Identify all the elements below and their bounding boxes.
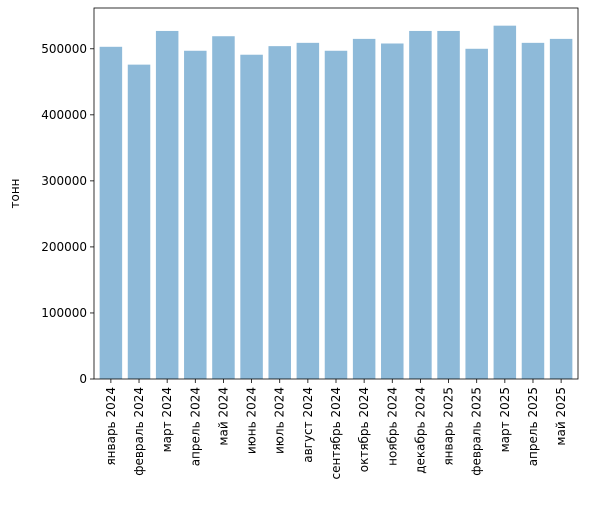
bar [155, 30, 179, 379]
bar [127, 64, 151, 379]
bar [381, 43, 404, 379]
bar [437, 30, 460, 379]
bar [409, 30, 432, 379]
x-tick-label: апрель 2025 [526, 387, 540, 466]
x-tick-label: июль 2024 [273, 387, 287, 454]
x-tick-label: декабрь 2024 [413, 387, 427, 474]
bar [493, 25, 517, 379]
y-tick-label: 300000 [41, 174, 87, 188]
x-tick-label: ноябрь 2024 [385, 387, 399, 466]
x-tick-label: октябрь 2024 [357, 387, 371, 472]
bar [549, 38, 573, 379]
bars-layer [99, 25, 573, 380]
bar [465, 48, 488, 379]
bar [324, 50, 348, 379]
x-tick-label: май 2025 [554, 387, 568, 446]
y-tick-label: 0 [79, 372, 87, 386]
bar [99, 46, 123, 380]
plot-frame [93, 7, 579, 380]
bar [296, 42, 320, 380]
y-tick-label: 100000 [41, 306, 87, 320]
y-tick-label: 400000 [41, 108, 87, 122]
bar [240, 54, 263, 379]
x-tick-label: январь 2024 [104, 387, 118, 466]
y-axis-label: тонн [8, 178, 22, 208]
x-tick-label: май 2024 [216, 387, 230, 446]
x-tick-label: август 2024 [301, 387, 315, 463]
x-tick-label: февраль 2024 [132, 387, 146, 476]
bar [352, 38, 376, 379]
x-tick-label: июнь 2024 [245, 387, 259, 454]
bar [521, 42, 545, 380]
x-tick-label: январь 2025 [442, 387, 456, 466]
x-tick-label: апрель 2024 [188, 387, 202, 466]
bar [184, 50, 207, 379]
x-tick-label: март 2024 [160, 387, 174, 452]
x-axis: январь 2024 февраль 2024 март 2024 апрель 2… [104, 379, 568, 479]
y-tick-label: 500000 [41, 42, 87, 56]
bar [268, 46, 291, 379]
y-tick-label: 200000 [41, 240, 87, 254]
y-axis: 0 100000 200000 300000 400000 500000 [41, 42, 94, 386]
x-tick-label: февраль 2025 [470, 387, 484, 476]
x-tick-label: сентябрь 2024 [329, 387, 343, 479]
bar [212, 36, 235, 379]
x-tick-label: март 2025 [498, 387, 512, 452]
